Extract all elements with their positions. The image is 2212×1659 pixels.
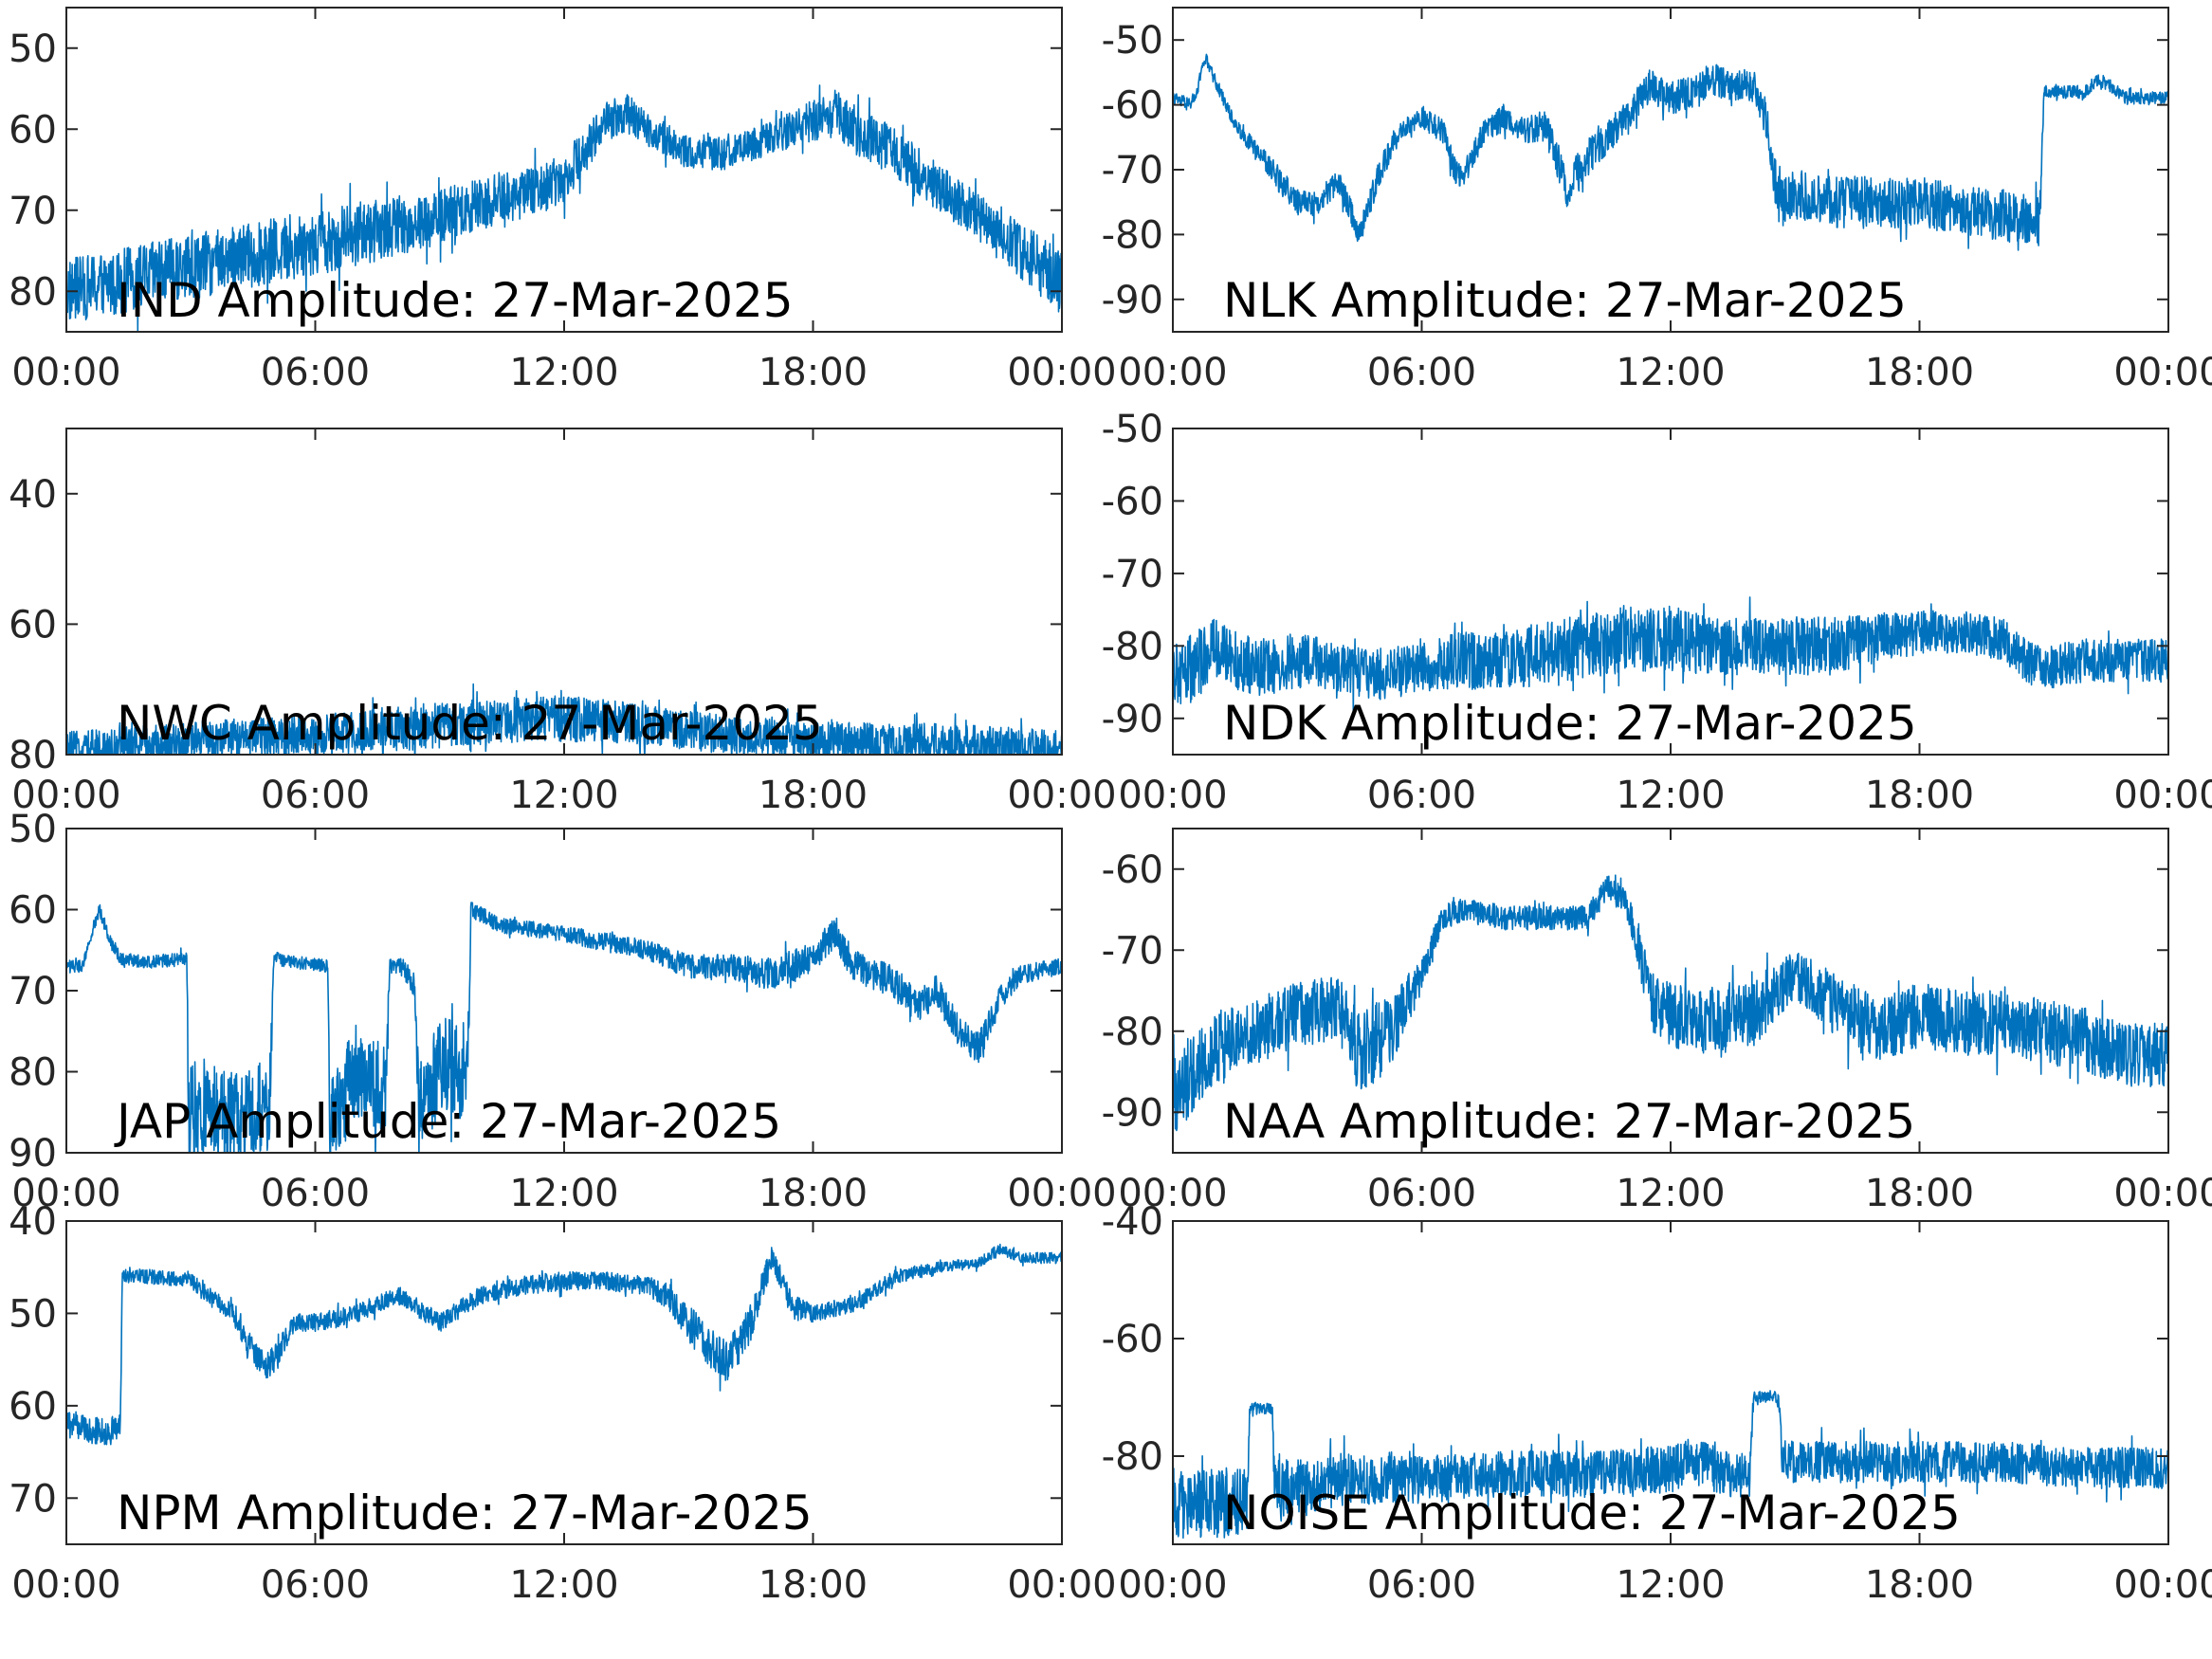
y-tick-label: -80 [1102, 213, 1163, 257]
y-tick-label: -80 [1102, 1435, 1163, 1479]
y-tick-label: 40 [9, 473, 57, 517]
x-tick-label: 00:00 [11, 774, 120, 817]
panel-label: NOISE Amplitude: 27-Mar-2025 [1223, 1486, 1961, 1540]
panel-4: 00:00 06:00 12:00 18:00 00:00 50 60 70 80 90 JAP A… [9, 808, 1117, 1215]
panel-7: 00:00 06:00 12:00 18:00 00:00 -40 -60 -80 NOISE … [1102, 1200, 2212, 1607]
y-tick-label: 50 [9, 1292, 57, 1336]
y-tick-label: 60 [9, 603, 57, 647]
series-line-4-0 [66, 902, 1062, 1153]
x-tick-label: 12:00 [509, 351, 618, 394]
panel-6: 00:00 06:00 12:00 18:00 00:00 40 50 60 70 NPM Amp… [9, 1200, 1117, 1607]
panel-1: 00:00 06:00 12:00 18:00 00:00 -50 -60 -70 -80 -90… [1102, 7, 2212, 394]
series-line-0-0 [66, 84, 1062, 332]
x-tick-label: 12:00 [509, 1563, 618, 1607]
y-tick-label: -80 [1102, 625, 1163, 668]
series-line-7-0 [1173, 1390, 2168, 1540]
y-tick-label: -60 [1102, 480, 1163, 523]
x-tick-label: 06:00 [1367, 351, 1476, 394]
y-tick-label: -90 [1102, 698, 1163, 741]
y-tick-label: 50 [9, 808, 57, 851]
y-tick-label: -50 [1102, 19, 1163, 63]
series-line-1-0 [1173, 53, 2168, 251]
y-tick-label: 60 [9, 889, 57, 933]
panel-label: NWC Amplitude: 27-Mar-2025 [117, 696, 823, 751]
x-tick-label: 12:00 [1616, 774, 1725, 817]
panel-label: NAA Amplitude: 27-Mar-2025 [1223, 1094, 1915, 1149]
y-tick-label: -60 [1102, 84, 1163, 128]
x-tick-label: 06:00 [261, 351, 370, 394]
x-tick-label: 12:00 [1616, 1172, 1725, 1215]
series-line-6-0 [66, 1243, 1062, 1446]
panel-label: NDK Amplitude: 27-Mar-2025 [1223, 696, 1917, 751]
x-tick-label: 00:00 [1007, 1563, 1116, 1607]
y-tick-label: 60 [9, 1385, 57, 1429]
y-tick-label: 50 [9, 27, 57, 71]
panel-label: NPM Amplitude: 27-Mar-2025 [117, 1486, 813, 1540]
x-tick-label: 18:00 [759, 1563, 868, 1607]
x-tick-label: 00:00 [1007, 1172, 1116, 1215]
y-tick-label: 90 [9, 1132, 57, 1176]
x-tick-label: 00:00 [1118, 774, 1227, 817]
y-tick-label: 80 [9, 734, 57, 777]
x-tick-label: 18:00 [759, 1172, 868, 1215]
x-tick-label: 06:00 [1367, 774, 1476, 817]
x-tick-label: 00:00 [11, 351, 120, 394]
x-tick-label: 00:00 [2113, 1172, 2212, 1215]
panel-0: 00:00 06:00 12:00 18:00 00:00 50 60 70 80 IND Amp… [9, 7, 1117, 394]
panel-5: 00:00 06:00 12:00 18:00 00:00 -60 -70 -80 -90 NAA… [1102, 828, 2212, 1215]
x-tick-label: 12:00 [1616, 1563, 1725, 1607]
x-tick-label: 18:00 [1865, 1172, 1974, 1215]
x-tick-label: 06:00 [1367, 1172, 1476, 1215]
x-tick-label: 18:00 [1865, 774, 1974, 817]
x-tick-label: 18:00 [759, 774, 868, 817]
x-tick-label: 12:00 [509, 774, 618, 817]
x-tick-label: 00:00 [2113, 351, 2212, 394]
y-tick-label: 70 [9, 1477, 57, 1521]
y-tick-label: -90 [1102, 1091, 1163, 1135]
y-tick-label: -40 [1102, 1200, 1163, 1244]
y-tick-label: -70 [1102, 553, 1163, 596]
y-tick-label: -50 [1102, 408, 1163, 451]
x-tick-label: 06:00 [261, 1563, 370, 1607]
y-tick-label: -60 [1102, 1318, 1163, 1361]
y-tick-label: -80 [1102, 1011, 1163, 1054]
y-tick-label: 80 [9, 270, 57, 314]
x-tick-label: 00:00 [11, 1172, 120, 1215]
x-tick-label: 00:00 [1118, 1563, 1227, 1607]
y-tick-label: -90 [1102, 279, 1163, 322]
y-tick-label: 70 [9, 970, 57, 1013]
x-tick-label: 18:00 [1865, 1563, 1974, 1607]
panel-label: NLK Amplitude: 27-Mar-2025 [1223, 273, 1907, 328]
x-tick-label: 12:00 [509, 1172, 618, 1215]
panel-2: 00:00 06:00 12:00 18:00 00:00 40 60 80 NWC Ampli… [9, 428, 1117, 817]
series-line-5-0 [1173, 874, 2168, 1132]
x-tick-label: 00:00 [1118, 1172, 1227, 1215]
y-tick-label: 40 [9, 1200, 57, 1244]
series-line-2-0 [66, 683, 1062, 755]
x-tick-label: 00:00 [2113, 774, 2212, 817]
y-tick-label: -70 [1102, 149, 1163, 192]
x-tick-label: 00:00 [11, 1563, 120, 1607]
panel-label: IND Amplitude: 27-Mar-2025 [117, 273, 794, 328]
x-tick-label: 18:00 [1865, 351, 1974, 394]
x-tick-label: 06:00 [1367, 1563, 1476, 1607]
x-tick-label: 18:00 [759, 351, 868, 394]
y-tick-label: 80 [9, 1051, 57, 1095]
panel-label: JAP Amplitude: 27-Mar-2025 [114, 1094, 781, 1149]
y-tick-label: -60 [1102, 848, 1163, 892]
series-line-3-0 [1173, 596, 2168, 713]
y-tick-label: 70 [9, 190, 57, 233]
x-tick-label: 00:00 [1007, 774, 1116, 817]
panel-3: 00:00 06:00 12:00 18:00 00:00 -50 -60 -70 -80 -90… [1102, 408, 2212, 817]
x-tick-label: 06:00 [261, 1172, 370, 1215]
x-tick-label: 00:00 [2113, 1563, 2212, 1607]
y-tick-label: -70 [1102, 929, 1163, 973]
x-tick-label: 00:00 [1007, 351, 1116, 394]
x-tick-label: 06:00 [261, 774, 370, 817]
x-tick-label: 00:00 [1118, 351, 1227, 394]
x-tick-label: 12:00 [1616, 351, 1725, 394]
y-tick-label: 60 [9, 108, 57, 152]
